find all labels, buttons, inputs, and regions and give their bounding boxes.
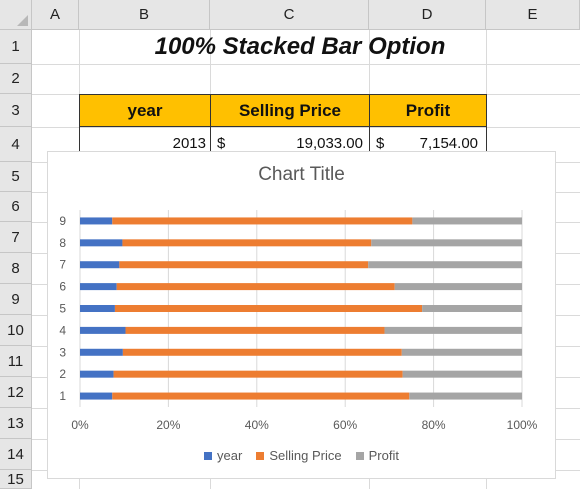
column-header-c[interactable]: C (210, 0, 369, 30)
row-header-3[interactable]: 3 (0, 94, 32, 127)
select-all-corner[interactable] (0, 0, 32, 30)
legend-swatch (256, 451, 265, 460)
legend-label: Selling Price (269, 448, 342, 463)
row-header-2[interactable]: 2 (0, 64, 32, 94)
bar-segment-year (80, 392, 113, 400)
y-tick-label: 9 (59, 214, 66, 228)
y-tick-label: 7 (59, 258, 66, 272)
column-header-e[interactable]: E (486, 0, 580, 30)
legend-item-selling-price[interactable]: Selling Price (256, 448, 342, 463)
cell-d4-value: 7,154.00 (419, 135, 478, 152)
y-tick-label: 5 (59, 302, 66, 316)
column-header-a[interactable]: A (32, 0, 79, 30)
row-header-8[interactable]: 8 (0, 253, 32, 284)
x-tick-label: 20% (156, 418, 180, 432)
gridline (32, 64, 580, 65)
x-tick-label: 80% (422, 418, 446, 432)
currency-symbol: $ (376, 135, 385, 152)
chart-legend[interactable]: year Selling Price Profit (48, 448, 555, 463)
y-tick-label: 1 (59, 389, 66, 403)
cell-d4[interactable]: $ 7,154.00 (369, 127, 487, 157)
bar-segment-profit (371, 239, 522, 247)
bar-segment-profit (402, 370, 522, 378)
bar-segment-profit (409, 392, 522, 400)
row-header-4[interactable]: 4 (0, 127, 32, 162)
bar-segment-selling-price (122, 348, 402, 356)
legend-item-profit[interactable]: Profit (355, 448, 399, 463)
chart-object[interactable]: Chart Title 0% 20% 40% 60% 80% 100% 1 2 3 4 5 6 7 8 9 … (47, 151, 556, 479)
row-header-14[interactable]: 14 (0, 439, 32, 470)
bar-segment-year (80, 305, 115, 312)
row-header-9[interactable]: 9 (0, 284, 32, 315)
bar-segment-selling-price (112, 392, 410, 400)
legend-label: year (217, 448, 243, 463)
row-header-6[interactable]: 6 (0, 192, 32, 222)
y-tick-label: 3 (59, 345, 66, 359)
x-tick-label: 100% (507, 418, 538, 432)
bar-segment-selling-price (116, 283, 395, 291)
chart-title[interactable]: Chart Title (258, 164, 345, 185)
column-header-b[interactable]: B (79, 0, 210, 30)
bar-segment-selling-price (114, 305, 423, 312)
row-header-15[interactable]: 15 (0, 470, 32, 489)
row-header-11[interactable]: 11 (0, 346, 32, 377)
cell-c4-value: 19,033.00 (296, 135, 363, 152)
row-header-10[interactable]: 10 (0, 315, 32, 346)
legend-swatch (355, 451, 364, 460)
bar-segment-selling-price (125, 326, 385, 334)
row-header-7[interactable]: 7 (0, 222, 32, 253)
bar-segment-profit (401, 348, 522, 356)
y-tick-label: 4 (59, 323, 66, 337)
bar-segment-selling-price (122, 239, 372, 247)
row-header-12[interactable]: 12 (0, 377, 32, 408)
bar-segment-year (80, 261, 120, 269)
bar-segment-year (80, 326, 126, 334)
bar-segment-year (80, 283, 117, 291)
bar-segment-profit (412, 217, 522, 225)
chart-plot: 0% 20% 40% 60% 80% 100% 1 2 3 4 5 6 7 8 9 (59, 210, 538, 432)
bar-segment-year (80, 217, 113, 225)
y-tick-label: 6 (59, 280, 66, 294)
currency-symbol: $ (217, 135, 226, 152)
sheet-title-cell[interactable]: 100% Stacked Bar Option (154, 33, 446, 60)
x-tick-label: 60% (333, 418, 357, 432)
row-header-13[interactable]: 13 (0, 408, 32, 439)
cell-b4-value: 2013 (172, 135, 206, 152)
y-tick-label: 2 (59, 367, 66, 381)
row-header-5[interactable]: 5 (0, 162, 32, 192)
bar-segment-year (80, 239, 123, 247)
bar-segment-profit (394, 283, 522, 291)
bar-segment-year (80, 348, 123, 356)
header-cell-selling-price[interactable]: Selling Price (210, 94, 370, 127)
legend-label: Profit (368, 448, 399, 463)
bar-segment-selling-price (112, 217, 413, 225)
header-cell-profit[interactable]: Profit (369, 94, 487, 127)
x-tick-label: 40% (245, 418, 269, 432)
bar-segment-profit (384, 326, 522, 334)
x-tick-label: 0% (71, 418, 89, 432)
bar-segment-selling-price (113, 370, 403, 378)
gridline (32, 127, 580, 128)
bar-segment-year (80, 370, 114, 378)
row-header-1[interactable]: 1 (0, 30, 32, 64)
column-header-d[interactable]: D (369, 0, 486, 30)
bar-segment-selling-price (119, 261, 369, 269)
legend-swatch (204, 451, 213, 460)
legend-item-year[interactable]: year (204, 448, 242, 463)
select-all-triangle-icon (17, 15, 28, 26)
y-tick-label: 8 (59, 236, 66, 250)
bar-segment-profit (368, 261, 522, 269)
bar-segment-profit (422, 305, 522, 312)
header-cell-year[interactable]: year (79, 94, 211, 127)
